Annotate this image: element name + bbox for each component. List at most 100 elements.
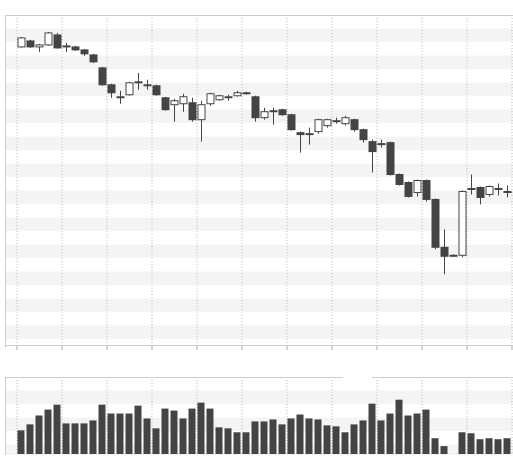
volume-bar xyxy=(287,418,295,454)
candle-body xyxy=(44,32,53,46)
candle-body xyxy=(125,82,134,96)
stripe xyxy=(5,163,513,177)
volume-bar xyxy=(386,413,394,454)
volume-bar xyxy=(242,432,250,454)
candle-body xyxy=(314,119,323,133)
candle-body xyxy=(422,180,431,200)
candle-body xyxy=(449,254,458,257)
candle-body xyxy=(332,120,341,123)
candle-body xyxy=(224,96,233,99)
stripe xyxy=(5,82,513,96)
stripe xyxy=(5,390,513,404)
candle-body xyxy=(305,133,314,136)
stripe xyxy=(5,136,513,150)
candle-body xyxy=(134,81,143,84)
volume-bar xyxy=(233,432,241,454)
volume-bar xyxy=(134,405,142,454)
stripe xyxy=(5,325,513,339)
volume-bar xyxy=(404,415,412,454)
volume-bar xyxy=(422,409,430,454)
candle-body xyxy=(107,84,116,94)
candle-body xyxy=(404,181,413,197)
candle-body xyxy=(269,110,278,113)
volume-bar xyxy=(341,432,349,454)
candle-body xyxy=(323,119,332,127)
volume-bar xyxy=(107,413,115,454)
volume-bar xyxy=(350,424,358,454)
candle-body xyxy=(278,109,287,116)
volume-bar xyxy=(44,409,52,454)
candle-body xyxy=(485,185,494,195)
stripe xyxy=(5,28,513,42)
volume-bar xyxy=(35,415,43,454)
stripe xyxy=(5,244,513,258)
candle-body xyxy=(26,40,35,48)
candle-body xyxy=(395,174,404,185)
candle-body xyxy=(440,246,449,257)
volume-bar xyxy=(359,420,367,454)
volume-bar xyxy=(17,430,25,454)
candle-body xyxy=(476,186,485,198)
candle-body xyxy=(467,187,476,190)
volume-bar xyxy=(485,438,493,454)
volume-bar xyxy=(179,418,187,454)
candle-body xyxy=(386,142,395,176)
volume-bar xyxy=(305,418,313,454)
candle-body xyxy=(260,111,269,119)
candle-body xyxy=(62,45,71,48)
volume-bar xyxy=(413,413,421,454)
volume-bar xyxy=(89,420,97,454)
volume-bar xyxy=(53,404,61,454)
candle-body xyxy=(431,198,440,248)
volume-bar xyxy=(323,425,331,454)
volume-bar xyxy=(440,446,448,454)
candle-body xyxy=(494,187,503,190)
volume-bar xyxy=(26,424,34,454)
candle-body xyxy=(233,92,242,97)
volume-bar xyxy=(197,402,205,454)
volume-bar xyxy=(269,419,277,454)
candle-body xyxy=(458,190,467,256)
candle-body xyxy=(170,100,179,106)
volume-bar xyxy=(224,428,232,454)
stripe xyxy=(5,298,513,312)
stripe xyxy=(5,271,513,285)
volume-bar xyxy=(215,427,223,454)
candle-body xyxy=(350,119,359,131)
volume-bar xyxy=(503,438,511,454)
volume-bar xyxy=(431,438,439,454)
candle-body xyxy=(80,49,89,55)
candle-body xyxy=(206,93,215,105)
volume-bar xyxy=(377,420,385,454)
candle-body xyxy=(17,37,26,48)
volume-bar xyxy=(161,408,169,454)
candle-body xyxy=(287,114,296,131)
volume-bar xyxy=(251,421,259,454)
candle-body xyxy=(242,92,251,95)
candle-body xyxy=(98,67,107,86)
candle-body xyxy=(413,180,422,193)
candle-body xyxy=(341,117,350,125)
candle-body xyxy=(89,54,98,63)
candle-body xyxy=(143,84,152,87)
volume-bar xyxy=(467,433,475,454)
candle-body xyxy=(368,141,377,153)
volume-bar xyxy=(296,414,304,454)
candle-body xyxy=(377,143,386,146)
volume-bar xyxy=(143,418,151,454)
candle-body xyxy=(71,46,80,51)
candle-body xyxy=(53,34,62,49)
candle-body xyxy=(296,132,305,136)
volume-bar xyxy=(71,423,79,454)
volume-bar xyxy=(206,408,214,454)
volume-bar xyxy=(116,413,124,454)
candle-body xyxy=(161,97,170,111)
stripe xyxy=(5,217,513,231)
volume-bar xyxy=(152,428,160,454)
candle-body xyxy=(188,102,197,121)
candle-body xyxy=(152,85,161,96)
candle-body xyxy=(35,44,44,48)
volume-bar xyxy=(98,404,106,454)
volume-bar xyxy=(494,439,502,454)
